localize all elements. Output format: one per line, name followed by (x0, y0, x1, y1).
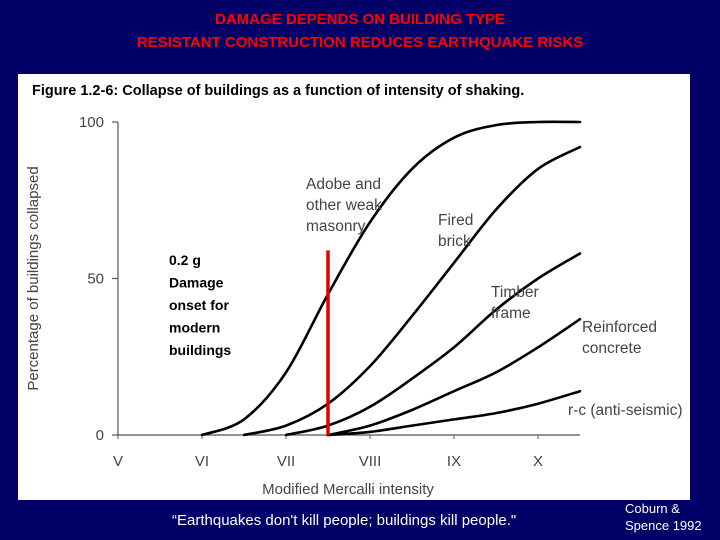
x-axis-title: Modified Mercalli intensity (262, 481, 434, 498)
citation: Coburn & Spence 1992 (625, 500, 702, 534)
x-tick-label: X (533, 453, 543, 470)
y-axis-title: Percentage of buildings collapsed (25, 166, 42, 390)
curve-fired-brick (242, 145, 582, 437)
y-tick-label: 50 (87, 271, 104, 288)
x-tick-label: VII (277, 453, 295, 470)
curve-timber-frame (284, 252, 582, 437)
slide-title-line1: DAMAGE DEPENDS ON BUILDING TYPE (214, 11, 506, 28)
curve-label-reinforced-concrete: Reinforced concrete (582, 319, 657, 357)
curve-label-adobe-and-other-weak-masonry: Adobe and other weak masonry (306, 176, 382, 235)
quote-text: “Earthquakes don't kill people; building… (172, 512, 517, 529)
curve-adobe-and-other-weak-masonry (200, 120, 582, 437)
y-tick-label: 100 (79, 114, 104, 131)
figure-panel: Figure 1.2-6: Collapse of buildings as a… (18, 74, 690, 500)
y-tick-label: 0 (96, 427, 104, 444)
curve-reinforced-concrete (326, 317, 582, 437)
curve-label-fired-brick: Fired brick (438, 212, 473, 250)
collapse-chart: Figure 1.2-6: Collapse of buildings as a… (25, 83, 683, 498)
x-tick-label: IX (447, 453, 461, 470)
curve-r-c-anti-seismic (326, 389, 582, 437)
citation-line1: Coburn & (625, 501, 680, 516)
x-tick-label: V (113, 453, 123, 470)
x-tick-label: VI (195, 453, 209, 470)
curve-label-r-c-anti-seismic: r-c (anti-seismic) (568, 402, 683, 419)
figure-caption: Figure 1.2-6: Collapse of buildings as a… (32, 83, 524, 99)
citation-line2: Spence 1992 (625, 518, 702, 533)
damage-onset-annotation: 0.2 g Damage onset for modern buildings (169, 252, 231, 358)
x-tick-label: VIII (359, 453, 382, 470)
curve-label-timber-frame: Timber frame (491, 284, 539, 322)
slide-title-line2: RESISTANT CONSTRUCTION REDUCES EARTHQUAK… (136, 34, 584, 51)
